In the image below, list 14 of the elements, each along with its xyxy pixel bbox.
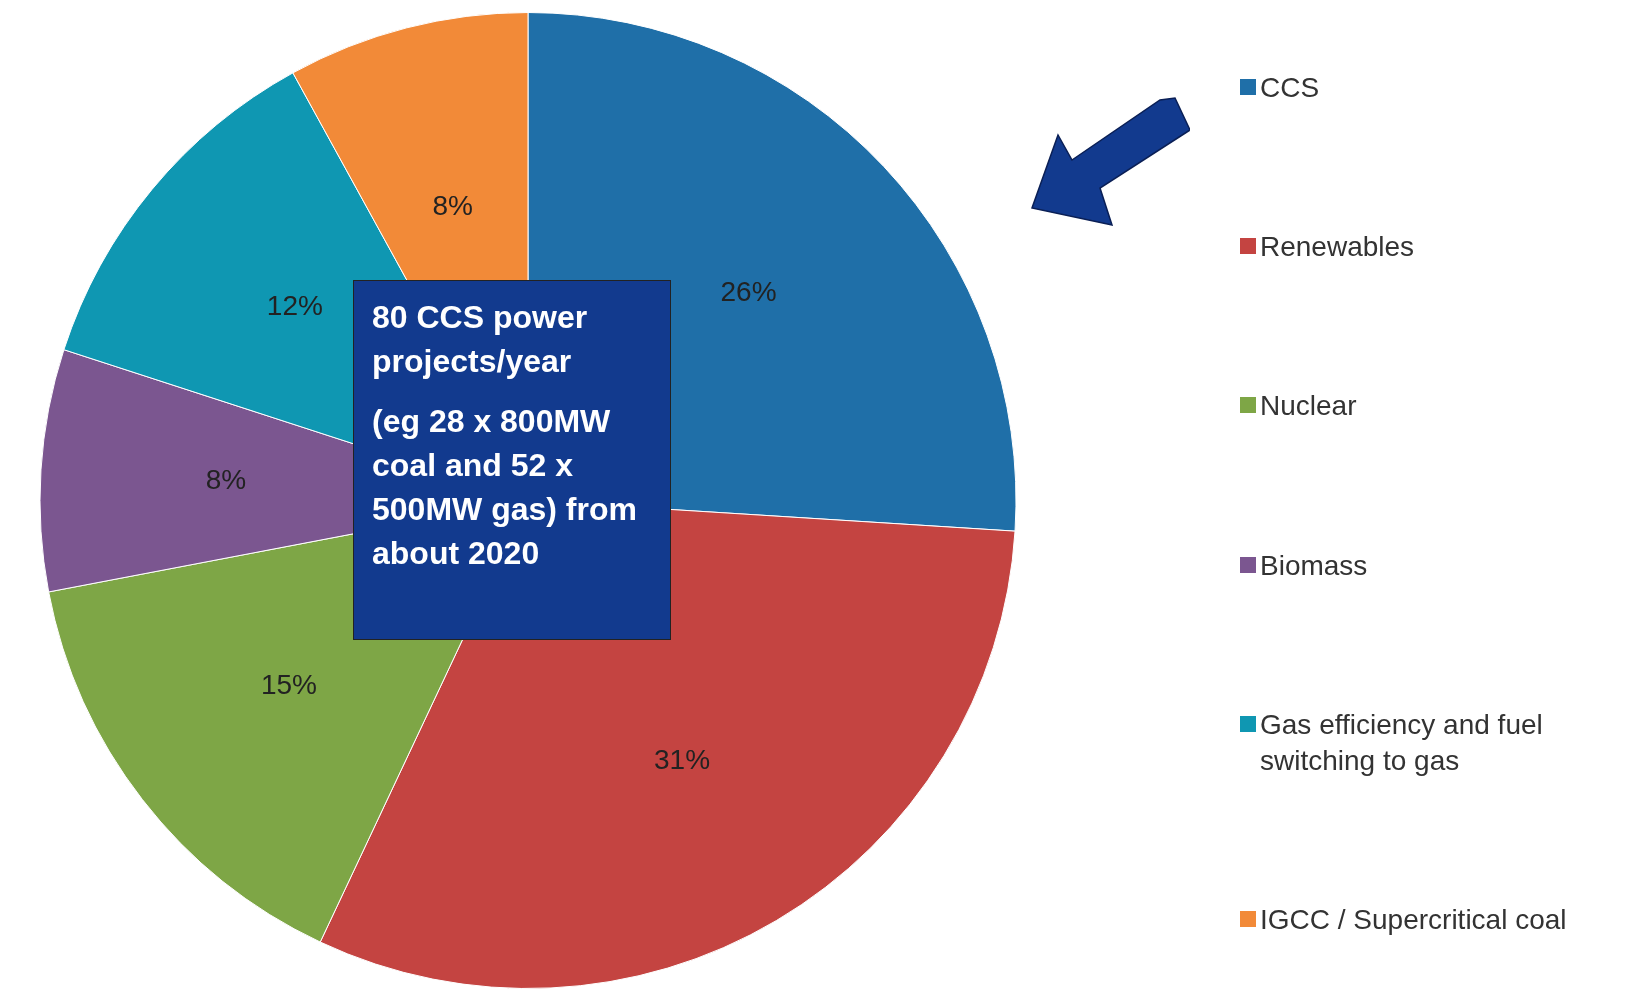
data-label: 15% — [260, 668, 317, 700]
legend-label: IGCC / Supercritical coal — [1260, 902, 1567, 937]
data-label: 12% — [266, 290, 323, 322]
legend-label: Renewables — [1260, 230, 1415, 265]
legend-label: Gas efficiency and fuel switching to gas — [1260, 707, 1544, 778]
data-label: 8% — [432, 190, 473, 222]
legend-label: Biomass — [1260, 548, 1368, 583]
legend-label: Nuclear — [1260, 389, 1357, 424]
data-label: 8% — [205, 464, 247, 496]
text: (eg 28 x 800MW coal and 52 x 500MW gas) from about 2020 — [372, 402, 638, 573]
text: 80 CCS power projects/year — [372, 298, 589, 381]
data-label: 26% — [720, 276, 777, 308]
legend-label: CCS — [1260, 71, 1320, 105]
data-label: 31% — [653, 743, 711, 775]
